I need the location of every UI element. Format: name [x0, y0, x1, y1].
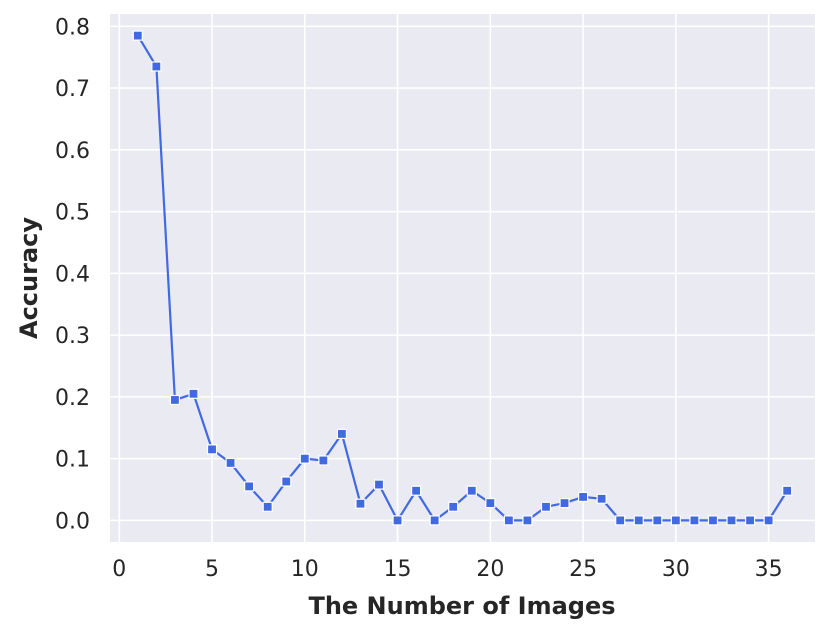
data-point	[596, 493, 607, 504]
y-tick-label: 0.2	[55, 386, 90, 411]
data-point	[262, 501, 273, 512]
data-point	[540, 501, 552, 512]
data-point	[615, 515, 626, 526]
data-point	[652, 515, 663, 526]
data-point	[169, 394, 181, 406]
plot-background	[110, 14, 815, 542]
data-point	[782, 485, 793, 496]
x-tick-label: 25	[569, 557, 597, 582]
data-point	[151, 61, 162, 72]
x-tick-label: 5	[205, 557, 219, 582]
y-tick-label: 0.6	[55, 139, 90, 164]
data-point	[670, 515, 681, 526]
y-tick-label: 0.8	[55, 15, 90, 40]
data-point	[744, 515, 756, 526]
data-point	[633, 515, 644, 526]
data-point	[225, 457, 236, 469]
y-tick-labels: 0.0 0.1 0.2 0.3 0.4 0.5 0.6 0.7 0.8	[55, 15, 90, 534]
data-point	[689, 515, 700, 526]
y-axis-label: Accuracy	[15, 217, 43, 339]
x-tick-labels: 0 5 10 15 20 25 30 35	[112, 557, 782, 582]
data-point	[707, 515, 719, 526]
data-point	[522, 515, 533, 526]
x-axis-label: The Number of Images	[308, 592, 615, 620]
data-point	[299, 453, 310, 464]
data-point	[132, 30, 143, 41]
x-tick-label: 15	[384, 557, 412, 582]
y-tick-label: 0.1	[55, 448, 90, 473]
data-point	[485, 497, 496, 509]
data-point	[336, 428, 348, 440]
data-point	[373, 479, 385, 490]
y-tick-label: 0.0	[55, 509, 90, 534]
x-tick-label: 10	[291, 557, 319, 582]
series-layer	[132, 30, 793, 526]
x-tick-label: 20	[476, 557, 504, 582]
data-point	[448, 501, 459, 512]
data-point	[244, 481, 255, 492]
y-tick-label: 0.7	[55, 77, 90, 102]
data-point	[281, 476, 292, 487]
data-point	[411, 485, 422, 496]
y-tick-label: 0.3	[55, 324, 90, 349]
data-point	[577, 491, 589, 503]
x-tick-label: 0	[112, 557, 126, 582]
data-point	[206, 444, 218, 455]
data-point	[503, 515, 514, 526]
y-tick-label: 0.5	[55, 201, 90, 226]
x-tick-label: 30	[662, 557, 690, 582]
x-tick-label: 35	[755, 557, 783, 582]
y-tick-label: 0.4	[55, 262, 90, 287]
gridlines	[110, 14, 815, 542]
data-point	[559, 497, 570, 509]
data-point	[763, 515, 774, 526]
data-point	[392, 515, 403, 526]
data-point	[429, 515, 440, 526]
data-point	[188, 388, 199, 399]
data-point	[318, 455, 329, 466]
data-point	[466, 485, 477, 496]
data-point	[355, 498, 366, 509]
data-point	[726, 515, 737, 526]
